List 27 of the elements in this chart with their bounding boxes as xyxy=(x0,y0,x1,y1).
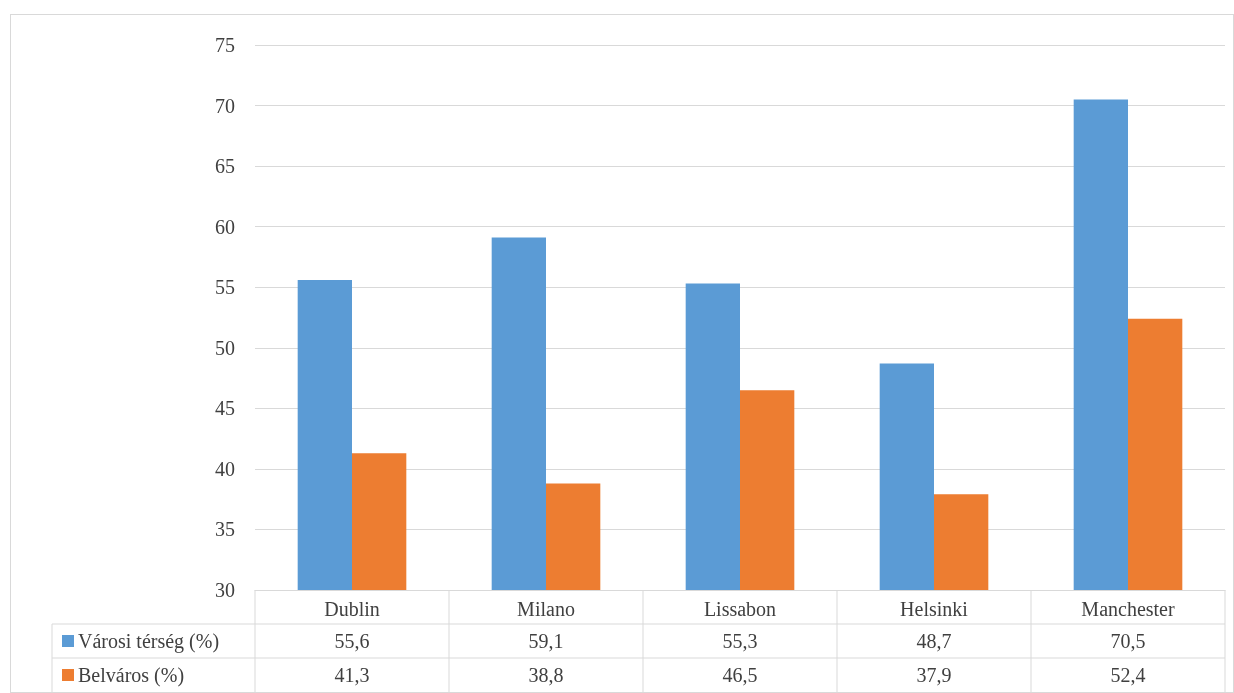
y-tick-label: 55 xyxy=(215,276,235,299)
y-tick-label: 40 xyxy=(215,457,235,480)
y-tick-label: 70 xyxy=(215,94,235,117)
y-tick-label: 60 xyxy=(215,215,235,238)
x-tick-label: Dublin xyxy=(324,598,380,620)
data-label: 55,3 xyxy=(722,630,758,652)
x-tick-label: Milano xyxy=(517,598,575,620)
x-tick-label: Lissabon xyxy=(703,598,777,620)
data-label: 70,5 xyxy=(1110,630,1146,652)
y-tick-label: 65 xyxy=(215,155,235,178)
data-label: 41,3 xyxy=(334,664,370,686)
legend-label: Városi térség (%) xyxy=(78,630,220,653)
y-tick-label: 50 xyxy=(215,336,235,359)
data-label: 46,5 xyxy=(722,664,758,686)
y-tick-label: 45 xyxy=(215,397,235,420)
data-label: 55,6 xyxy=(334,630,370,652)
data-label: 38,8 xyxy=(528,664,564,686)
data-label: 37,9 xyxy=(916,664,952,686)
data-label: 52,4 xyxy=(1110,664,1146,686)
y-tick-label: 75 xyxy=(215,34,235,56)
y-tick-label: 30 xyxy=(215,579,235,601)
x-tick-label: Manchester xyxy=(1081,598,1175,620)
data-label: 48,7 xyxy=(916,630,952,652)
y-tick-label: 35 xyxy=(215,518,235,541)
legend-label: Belváros (%) xyxy=(78,664,185,687)
data-label: 59,1 xyxy=(528,630,564,652)
x-tick-label: Helsinki xyxy=(900,598,969,620)
